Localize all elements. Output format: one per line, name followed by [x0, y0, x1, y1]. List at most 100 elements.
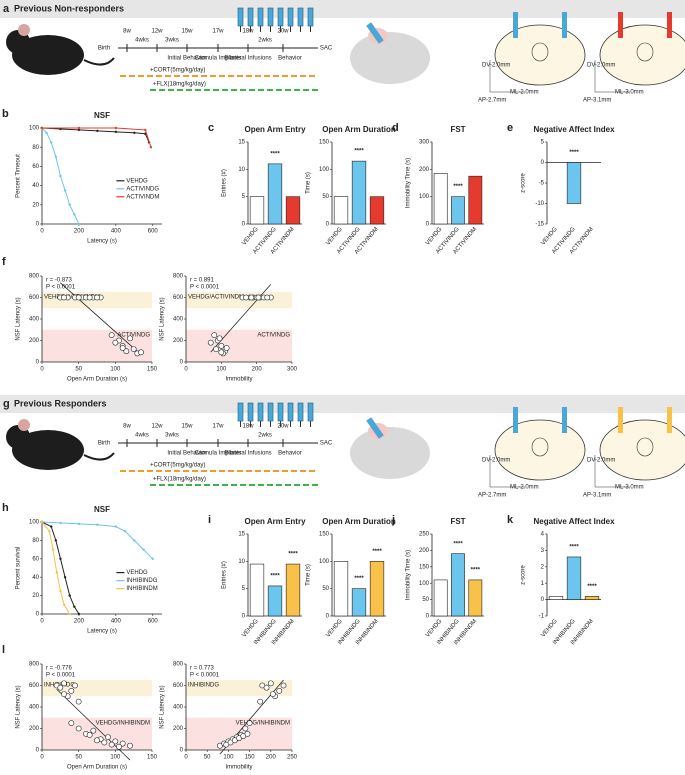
- syringe-icon: [287, 7, 294, 27]
- x-tick-label: 50: [204, 755, 211, 761]
- data-point: [218, 349, 225, 356]
- series-point: [59, 557, 62, 560]
- series-point: [55, 571, 58, 574]
- series-point: [40, 126, 44, 130]
- series-line: [41, 521, 80, 615]
- timeline-week: 8w: [123, 29, 131, 35]
- timeline-interval: 3wks: [165, 38, 179, 44]
- data-point: [112, 339, 119, 346]
- panel-letter: d: [392, 122, 399, 134]
- significance: ****: [587, 584, 597, 590]
- series-point: [96, 129, 99, 133]
- y-tick-label: 200: [173, 338, 184, 344]
- brain-coord: AP-3.1mm: [583, 98, 611, 104]
- timeline-week: 18w: [242, 29, 254, 35]
- brain-coord: ML-2.0mm: [510, 485, 539, 491]
- y-axis-label: NSF Latency (s): [160, 297, 166, 340]
- x-tick-label: 100: [216, 367, 227, 373]
- y-tick-label: 80: [32, 145, 39, 151]
- significance: ****: [354, 149, 364, 155]
- chart-title: Open Arm Duration: [322, 125, 396, 134]
- bar: [548, 596, 564, 600]
- series-point: [54, 539, 58, 542]
- y-tick-label: -1: [539, 614, 545, 620]
- data-point: [243, 294, 249, 301]
- y-axis-label: Immobility Time (s): [406, 550, 412, 600]
- data-point: [127, 742, 133, 749]
- brain-outline: [599, 24, 685, 86]
- brain-coord: DV-2.0mm: [482, 63, 510, 69]
- y-tick-label: 40: [32, 575, 39, 581]
- brain-outline: [494, 24, 586, 86]
- data-point: [116, 743, 122, 750]
- data-point: [86, 732, 93, 738]
- x-tick-label: 0: [40, 367, 44, 373]
- y-tick-label: 400: [29, 317, 40, 323]
- data-point: [246, 720, 253, 727]
- region: [42, 717, 152, 750]
- data-point: [263, 684, 270, 691]
- brain-ventricle: [531, 42, 549, 62]
- y-tick-label: 600: [173, 683, 184, 689]
- panel-letter: a: [3, 3, 10, 15]
- stat-annotation: P < 0.0001: [190, 285, 220, 291]
- y-tick-label: 50: [322, 586, 329, 592]
- data-point: [108, 741, 115, 748]
- region-label: VEHDG/INHIBINDM: [96, 720, 150, 726]
- chart-title: Open Arm Entry: [244, 125, 306, 134]
- panel-letter: h: [2, 502, 9, 514]
- x-tick-label: 200: [266, 755, 277, 761]
- data-point: [68, 720, 75, 727]
- x-tick-label: 100: [223, 755, 234, 761]
- data-point: [61, 691, 67, 697]
- y-tick-label: 100: [419, 581, 430, 587]
- brain-coord: DV-2.0mm: [587, 458, 615, 464]
- cannula: [618, 12, 623, 38]
- data-point: [94, 737, 100, 744]
- cannula: [667, 12, 672, 38]
- y-tick-label: 5: [541, 140, 545, 146]
- panel-letter: f: [2, 256, 6, 268]
- timeline-week: 20w: [277, 424, 289, 430]
- legend-label: VEHDG: [126, 178, 148, 184]
- data-point: [123, 348, 130, 355]
- timeline-week: 18w: [242, 424, 254, 430]
- series-point: [68, 594, 71, 597]
- data-point: [72, 682, 78, 689]
- timeline-end: SAC: [320, 46, 333, 52]
- data-point: [105, 734, 111, 740]
- timeline-event: Bilateral Infusions: [224, 451, 271, 457]
- timeline-event: Initial Behavior: [167, 56, 206, 62]
- x-tick-label: 0: [184, 367, 188, 373]
- y-tick-label: 0: [326, 614, 330, 620]
- bar: [566, 162, 582, 204]
- y-tick-label: 50: [422, 597, 429, 603]
- series-point: [114, 525, 118, 528]
- syringe-icon: [307, 402, 314, 422]
- fit-line: [60, 282, 142, 355]
- syringe-icon: [237, 402, 244, 422]
- bar: [451, 553, 465, 617]
- y-tick-label: 0: [426, 222, 430, 228]
- y-tick-label: -5: [539, 181, 545, 187]
- series-point: [59, 521, 62, 525]
- syringe-icon: [267, 7, 274, 27]
- y-tick-label: 1: [541, 581, 545, 587]
- region: [186, 329, 292, 362]
- data-point: [255, 294, 262, 301]
- y-tick-label: 0: [242, 222, 246, 228]
- data-point: [280, 682, 287, 689]
- series-point: [54, 155, 58, 158]
- significance: ****: [471, 567, 481, 573]
- series-point: [40, 520, 44, 524]
- bar: [285, 196, 301, 225]
- cannula: [513, 407, 518, 433]
- y-tick-label: 60: [32, 556, 39, 562]
- legend-label: ACTIVINDM: [126, 194, 159, 200]
- significance: ****: [372, 549, 382, 555]
- treatment: +CORT(5mg/kg/day): [150, 463, 205, 469]
- rat-head: [350, 427, 430, 479]
- bar: [566, 556, 582, 600]
- timeline-week: 17w: [212, 29, 224, 35]
